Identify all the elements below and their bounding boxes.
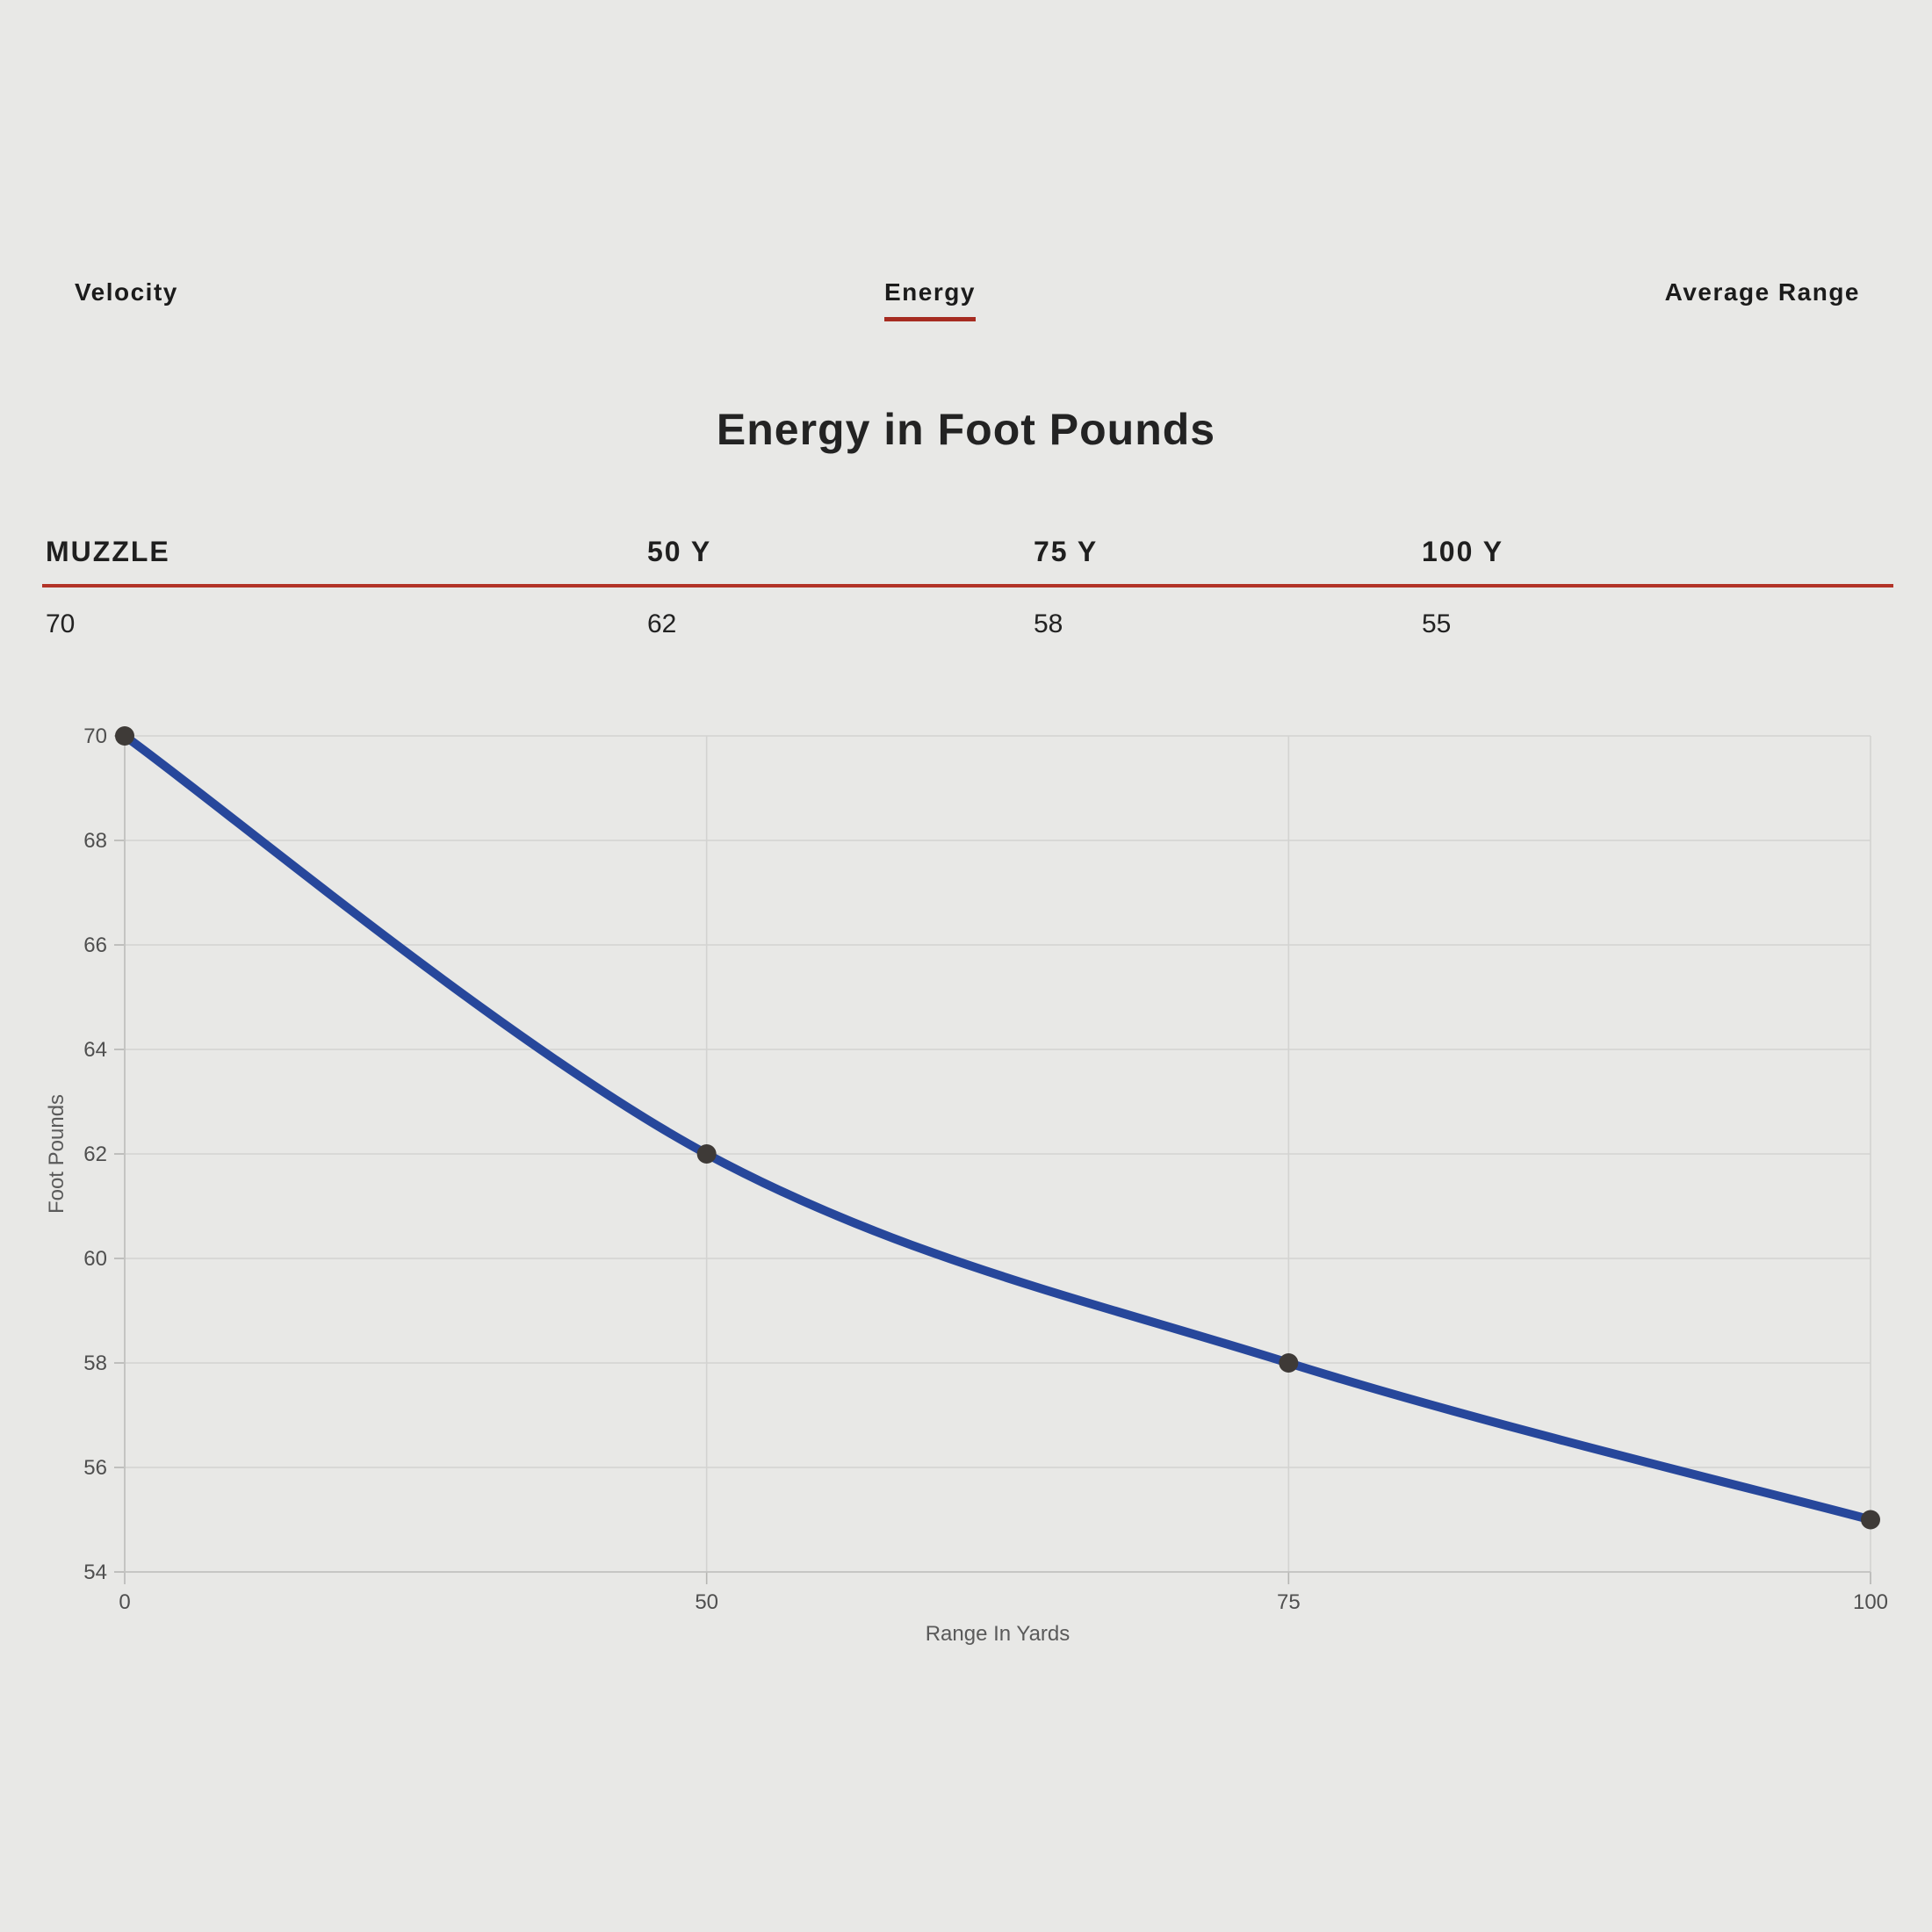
tab-average-range[interactable]: Average Range (1664, 278, 1860, 306)
table-header-50y: 50 Y (647, 536, 712, 567)
tab-velocity[interactable]: Velocity (75, 278, 178, 306)
svg-text:100: 100 (1853, 1590, 1888, 1614)
svg-text:56: 56 (83, 1456, 107, 1480)
table-value-50y: 62 (647, 609, 677, 638)
svg-text:66: 66 (83, 934, 107, 957)
svg-text:75: 75 (1277, 1590, 1301, 1614)
table-value-100y: 55 (1422, 609, 1452, 638)
table-value-muzzle: 70 (46, 609, 76, 638)
svg-text:58: 58 (83, 1352, 107, 1375)
page-title: Energy in Foot Pounds (716, 405, 1216, 454)
x-axis-title: Range In Yards (926, 1622, 1071, 1646)
table-value-75y: 58 (1034, 609, 1063, 638)
table-header-muzzle: MUZZLE (46, 536, 170, 567)
table-rule (42, 584, 1893, 588)
data-point (696, 1144, 717, 1164)
series-line (120, 732, 1875, 1525)
svg-text:62: 62 (83, 1143, 107, 1166)
data-point (1861, 1510, 1880, 1530)
svg-text:54: 54 (83, 1561, 107, 1584)
data-point (115, 726, 134, 746)
svg-text:64: 64 (83, 1038, 107, 1062)
table-header-75y: 75 Y (1034, 536, 1099, 567)
data-point (1279, 1353, 1299, 1373)
tab-energy[interactable]: Energy (884, 279, 976, 321)
svg-text:70: 70 (83, 724, 107, 748)
svg-text:0: 0 (119, 1590, 130, 1614)
y-axis-title: Foot Pounds (45, 1094, 68, 1214)
svg-text:50: 50 (695, 1590, 718, 1614)
svg-text:60: 60 (83, 1247, 107, 1271)
svg-text:68: 68 (83, 829, 107, 853)
table-header-100y: 100 Y (1422, 536, 1504, 567)
